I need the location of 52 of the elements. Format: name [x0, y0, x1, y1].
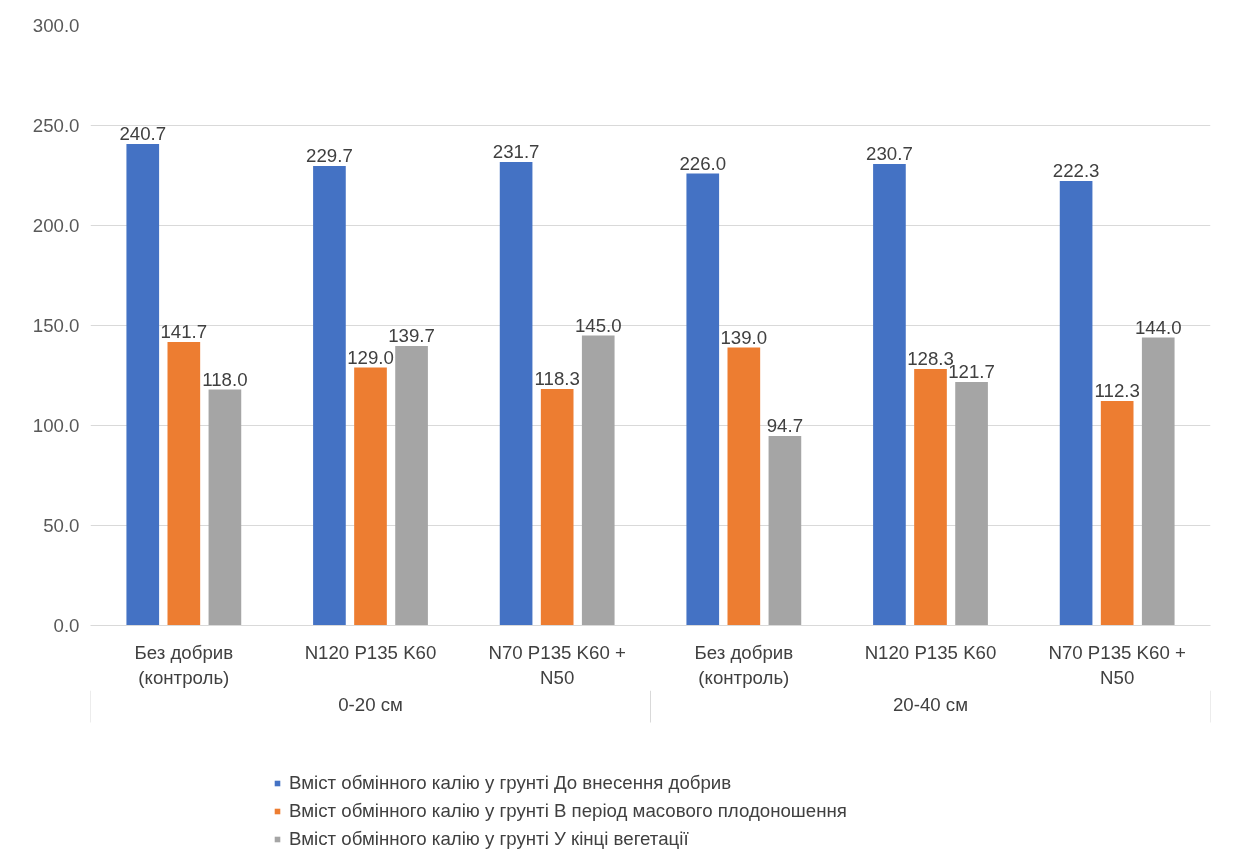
bar: [313, 166, 346, 626]
y-tick-label: 250.0: [32, 115, 80, 136]
data-label: 229.7: [306, 145, 353, 167]
bar: [955, 382, 988, 626]
data-label: 144.0: [1134, 316, 1182, 338]
y-tick-label: 200.0: [32, 215, 80, 236]
bar: [395, 346, 428, 626]
data-label: 230.7: [866, 143, 913, 165]
data-label: 226.0: [679, 152, 727, 174]
y-tick-label: 0.0: [53, 615, 80, 636]
legend-label: Вміст обмінного калію у грунті У кінці вегетації: [289, 828, 689, 850]
y-tick-label: 50.0: [43, 515, 80, 536]
data-label: 118.0: [202, 368, 248, 390]
bar: [686, 173, 720, 626]
x-tick-label: Без добрив (контроль): [134, 641, 234, 688]
y-tick-label: 150.0: [32, 315, 80, 336]
bar: [581, 335, 615, 626]
data-label: 94.7: [766, 415, 804, 437]
bar: [1100, 400, 1134, 626]
bar: [768, 436, 802, 626]
text: 20-40 см: [892, 693, 969, 715]
bar: [208, 389, 242, 626]
y-tick-label: 100.0: [32, 415, 80, 436]
data-label: 118.3: [534, 367, 580, 389]
data-label: 240.7: [119, 123, 167, 145]
x-tick-label: N120 P135 K60: [304, 641, 437, 663]
data-label: 231.7: [492, 141, 540, 163]
bar: [354, 367, 387, 626]
bar: [540, 388, 574, 626]
bar: [167, 342, 201, 626]
bar: [499, 162, 533, 626]
data-label: 145.0: [574, 314, 622, 336]
x-tick-label: Без добрив (контроль): [694, 641, 794, 688]
legend-label: Вміст обмінного калію у грунті До внесення добрив: [289, 772, 732, 794]
bar: [727, 347, 761, 626]
bar: [914, 368, 947, 626]
data-label: 222.3: [1052, 159, 1100, 181]
bar: [873, 164, 906, 626]
x-tick-label: N70 P135 K60 + N50: [1048, 641, 1186, 688]
text: 0-20 см: [338, 693, 403, 715]
bar: [1059, 180, 1093, 626]
legend-label: Вміст обмінного калію у грунті В період масового плодоношення: [289, 800, 847, 822]
bar: [126, 144, 160, 626]
data-label: 139.7: [388, 325, 435, 347]
data-label: 139.0: [720, 326, 768, 348]
y-tick-label: 300.0: [32, 15, 80, 36]
data-label: 112.3: [1094, 379, 1140, 401]
data-label: 141.7: [160, 321, 208, 343]
data-label: 129.0: [347, 346, 394, 368]
x-tick-label: N70 P135 K60 + N50: [488, 641, 626, 688]
x-tick-label: N120 P135 K60: [864, 641, 997, 663]
bar: [1141, 337, 1175, 626]
